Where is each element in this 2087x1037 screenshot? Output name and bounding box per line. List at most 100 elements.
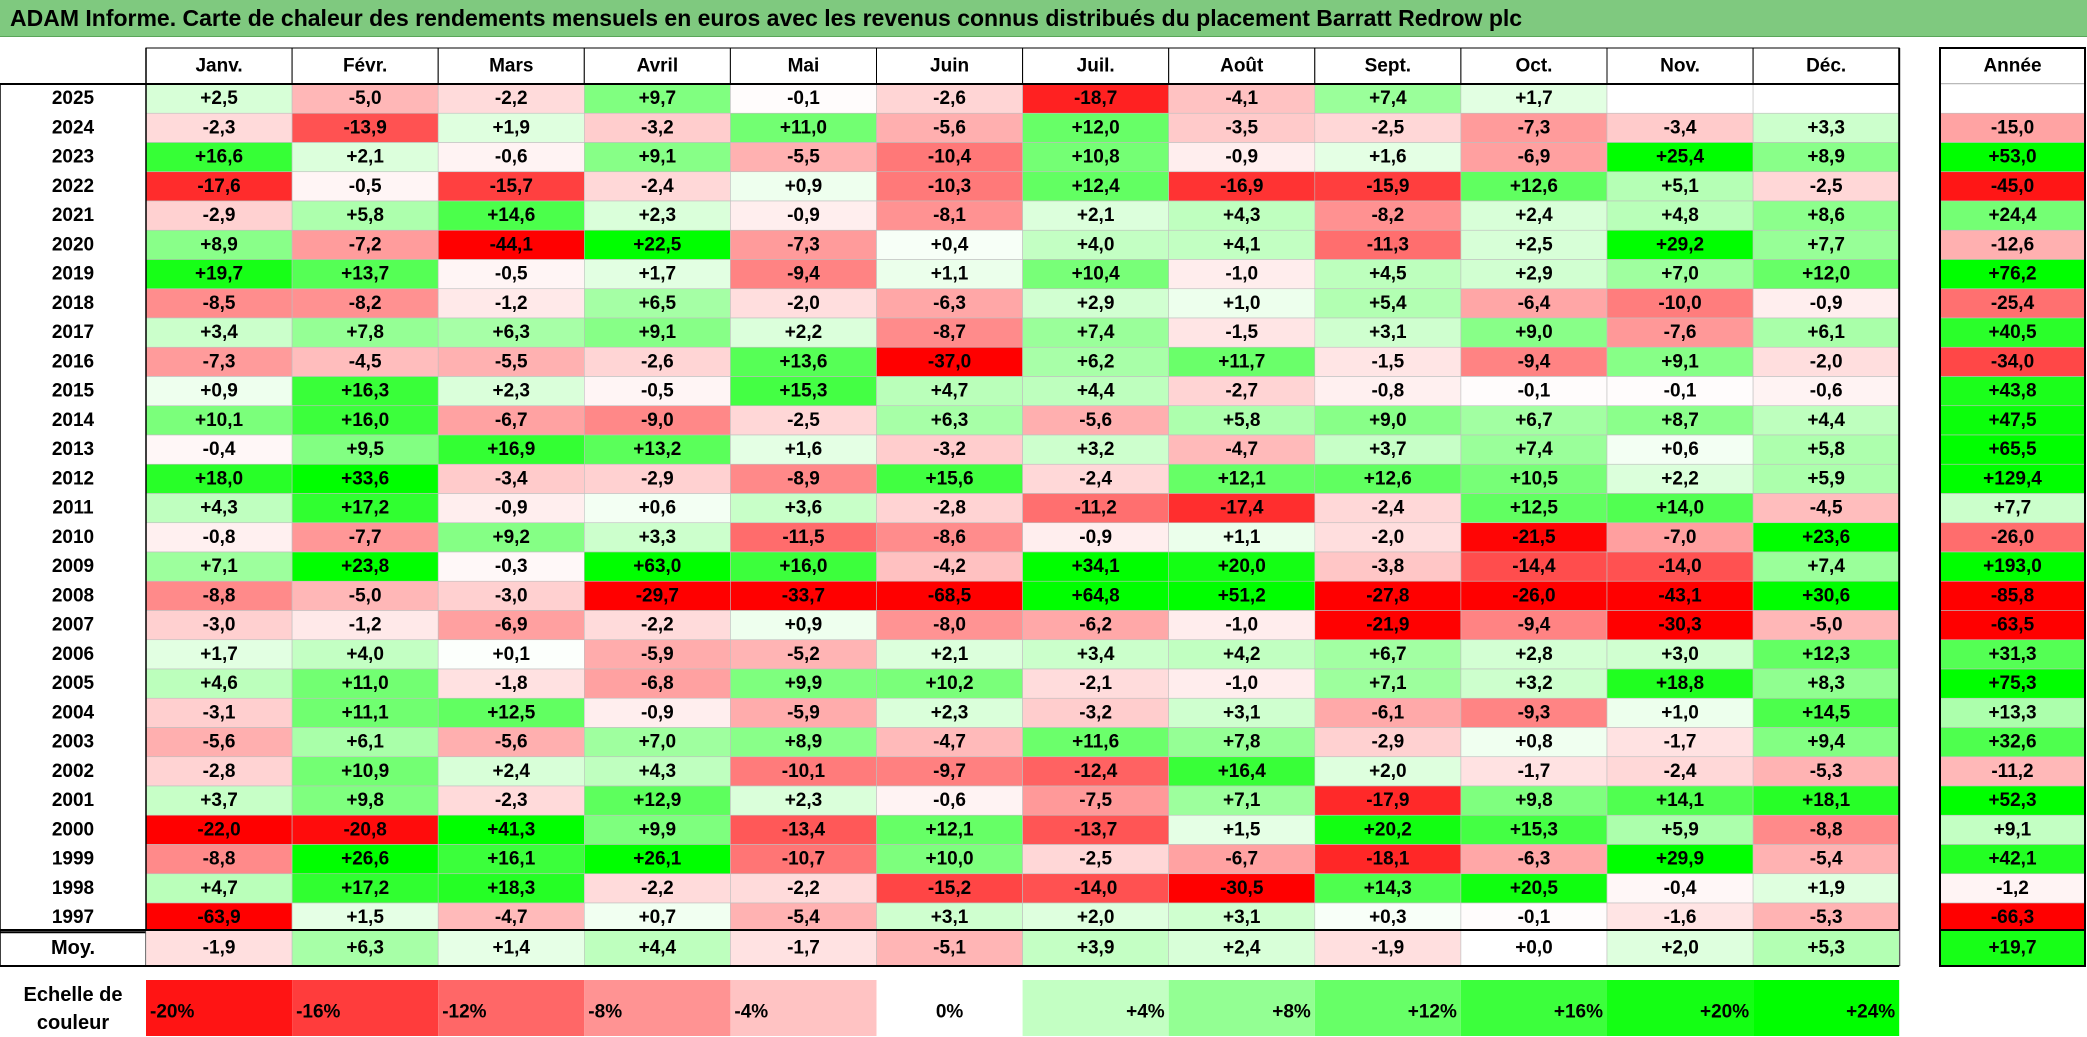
heatmap-cell-value: +18,8 — [1656, 673, 1704, 694]
annual-cell-value: +40,5 — [1988, 322, 2037, 343]
month-header-label: Oct. — [1515, 56, 1552, 77]
heatmap-cell — [437, 112, 585, 143]
heatmap-cell-value: -21,5 — [1512, 527, 1556, 548]
heatmap-cell — [876, 873, 1023, 904]
heatmap-cell-value: -2,0 — [1810, 351, 1843, 372]
average-cell-value: +0,0 — [1515, 938, 1553, 959]
heatmap-cell — [876, 610, 1023, 641]
year-label: 2018 — [52, 293, 94, 314]
heatmap-cell-value: -3,4 — [495, 468, 528, 489]
heatmap-cell-value: -2,5 — [1810, 176, 1843, 197]
heatmap-cell-value: -5,0 — [349, 585, 382, 606]
heatmap-cell-value: -3,5 — [1225, 117, 1258, 138]
heatmap-cell-value: +2,0 — [1077, 907, 1115, 928]
legend-stop-label: -16% — [296, 1002, 340, 1023]
heatmap-cell-value: -1,0 — [1225, 615, 1258, 636]
heatmap-cell — [583, 873, 731, 904]
heatmap-cell — [1314, 346, 1462, 377]
annual-cell-value: +24,4 — [1988, 205, 2037, 226]
heatmap-cell-value: -3,1 — [203, 702, 236, 723]
heatmap-cell-value: +7,4 — [1515, 439, 1553, 460]
heatmap-cell-value: +0,8 — [1515, 732, 1553, 753]
heatmap-cell-value: -7,7 — [349, 527, 382, 548]
heatmap-cell — [1168, 844, 1316, 875]
average-cell-value: -1,9 — [1371, 938, 1404, 959]
heatmap-cell-value: -8,9 — [787, 468, 820, 489]
heatmap-cell — [583, 902, 731, 933]
month-header-cell — [437, 47, 585, 85]
heatmap-cell-value: +7,1 — [200, 556, 238, 577]
heatmap-cell-value: +2,3 — [492, 381, 530, 402]
heatmap-cell-value: +0,6 — [639, 498, 677, 519]
heatmap-cell — [1752, 376, 1900, 407]
heatmap-cell — [291, 200, 439, 231]
heatmap-cell-value: -68,5 — [928, 585, 972, 606]
year-label: 2011 — [52, 498, 94, 519]
heatmap-cell-value: -10,0 — [1658, 293, 1701, 314]
heatmap-cell-value: -7,3 — [787, 234, 820, 255]
heatmap-cell — [583, 551, 731, 582]
year-label: 2009 — [52, 556, 94, 577]
heatmap-cell-value: +9,2 — [492, 527, 530, 548]
month-header-cell — [1460, 47, 1608, 85]
heatmap-cell — [145, 639, 293, 670]
heatmap-cell-value: +20,5 — [1510, 878, 1559, 899]
heatmap-cell-value: +1,5 — [346, 907, 384, 928]
heatmap-cell-value: +1,7 — [639, 264, 677, 285]
heatmap-cell-value: +0,9 — [785, 176, 823, 197]
chart-title: ADAM Informe. Carte de chaleur des rende… — [10, 5, 1523, 31]
heatmap-cell — [1314, 405, 1462, 436]
heatmap-cell — [1752, 697, 1900, 728]
heatmap-cell-value: +23,8 — [341, 556, 389, 577]
heatmap-cell — [730, 434, 877, 465]
heatmap-cell-value: +16,0 — [341, 410, 389, 431]
heatmap-cell — [1460, 610, 1608, 641]
heatmap-cell-value: +10,0 — [926, 849, 974, 870]
heatmap-cell — [437, 405, 585, 436]
heatmap-cell-value: -9,7 — [933, 761, 966, 782]
heatmap-cell-value: -2,8 — [933, 498, 966, 519]
heatmap-cell — [583, 463, 731, 494]
annual-cell-value: +65,5 — [1988, 439, 2037, 460]
heatmap-cell-value: +13,6 — [779, 351, 827, 372]
heatmap-cell-value: +5,8 — [346, 205, 384, 226]
heatmap-cell-value: +11,0 — [342, 673, 389, 694]
heatmap-cell — [1460, 376, 1608, 407]
heatmap-cell — [730, 580, 877, 611]
heatmap-cell — [1606, 551, 1754, 582]
heatmap-cell — [1022, 434, 1169, 465]
heatmap-cell-value: +8,3 — [1807, 673, 1845, 694]
average-cell-value: +3,9 — [1077, 938, 1115, 959]
heatmap-cell — [437, 873, 585, 904]
heatmap-cell-value: +20,0 — [1218, 556, 1266, 577]
heatmap-cell-value: -3,8 — [1371, 556, 1404, 577]
heatmap-cell-value: +3,2 — [1077, 439, 1115, 460]
year-label: 2001 — [52, 790, 95, 811]
heatmap-cell-value: -2,5 — [1079, 849, 1112, 870]
year-label: 1997 — [52, 907, 94, 928]
average-cell-value: -1,7 — [787, 938, 820, 959]
annual-cell-value: -25,4 — [1991, 293, 2035, 314]
heatmap-cell — [1022, 229, 1169, 260]
heatmap-cell — [145, 405, 293, 436]
heatmap-cell-value: +14,5 — [1802, 702, 1851, 723]
heatmap-cell — [876, 580, 1023, 611]
heatmap-cell-value: +0,4 — [931, 234, 969, 255]
heatmap-cell — [1022, 727, 1169, 758]
heatmap-cell-value: -8,8 — [203, 849, 236, 870]
heatmap-cell-value: +9,8 — [1515, 790, 1553, 811]
heatmap-cell — [145, 288, 293, 319]
heatmap-cell — [1606, 142, 1754, 173]
annual-cell-value: -1,2 — [1996, 878, 2029, 899]
heatmap-cell — [291, 434, 439, 465]
heatmap-cell-value: +26,1 — [633, 849, 682, 870]
heatmap-cell — [1314, 83, 1462, 114]
heatmap-cell — [1606, 668, 1754, 699]
heatmap-cell — [145, 668, 293, 699]
heatmap-cell-value: +12,1 — [1218, 468, 1267, 489]
heatmap-cell-value: -2,3 — [495, 790, 528, 811]
annual-cell — [1939, 346, 2086, 377]
heatmap-cell-value: -30,5 — [1220, 878, 1264, 899]
heatmap-cell — [876, 288, 1023, 319]
